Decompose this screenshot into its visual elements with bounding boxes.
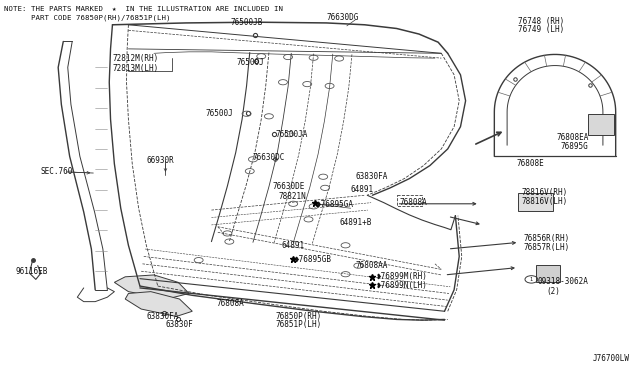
Polygon shape xyxy=(115,275,189,299)
Text: 76630DC: 76630DC xyxy=(253,153,285,161)
Text: 76748 (RH): 76748 (RH) xyxy=(518,17,564,26)
Text: 76851P(LH): 76851P(LH) xyxy=(275,321,321,330)
Text: 66930R: 66930R xyxy=(147,156,174,165)
Text: 63830F: 63830F xyxy=(166,321,193,330)
FancyBboxPatch shape xyxy=(536,264,560,282)
Text: 76749 (LH): 76749 (LH) xyxy=(518,25,564,34)
Text: 76895G: 76895G xyxy=(560,142,588,151)
Text: 76857R(LH): 76857R(LH) xyxy=(523,243,570,251)
Text: 09318-3062A: 09318-3062A xyxy=(537,277,588,286)
Text: 76500J: 76500J xyxy=(237,58,265,67)
Text: (2): (2) xyxy=(546,287,560,296)
Text: ❥76899M(RH): ❥76899M(RH) xyxy=(376,272,427,281)
Text: SEC.760: SEC.760 xyxy=(41,167,74,176)
Text: 76500JB: 76500JB xyxy=(230,19,263,28)
Text: 63830FA: 63830FA xyxy=(147,312,179,321)
Text: 76500JA: 76500JA xyxy=(275,130,308,140)
Text: 1: 1 xyxy=(530,277,533,282)
Text: 63830FA: 63830FA xyxy=(355,172,387,181)
Text: ❥76895GA: ❥76895GA xyxy=(317,199,354,208)
Text: 78821N: 78821N xyxy=(278,192,307,201)
Text: 72812M(RH): 72812M(RH) xyxy=(113,54,159,62)
Text: 76630DE: 76630DE xyxy=(272,182,305,190)
Text: 76808A: 76808A xyxy=(216,299,244,308)
Text: 76500J: 76500J xyxy=(205,109,233,118)
Text: 78816V(LH): 78816V(LH) xyxy=(521,197,568,206)
Text: 76850P(RH): 76850P(RH) xyxy=(275,312,321,321)
Text: ❥76895GB: ❥76895GB xyxy=(294,255,332,264)
Text: 76856R(RH): 76856R(RH) xyxy=(523,234,570,243)
Text: 76630DG: 76630DG xyxy=(326,13,359,22)
Text: 76808A: 76808A xyxy=(400,198,428,207)
Text: PART CODE 76850P(RH)/76851P(LH): PART CODE 76850P(RH)/76851P(LH) xyxy=(4,15,170,21)
Polygon shape xyxy=(125,292,192,317)
Text: J76700LW: J76700LW xyxy=(593,354,630,363)
Text: ❥76899N(LH): ❥76899N(LH) xyxy=(376,281,427,290)
Text: 76808E: 76808E xyxy=(516,159,545,168)
FancyBboxPatch shape xyxy=(588,115,614,135)
Text: 76808AA: 76808AA xyxy=(355,261,387,270)
Text: 64891+B: 64891+B xyxy=(339,218,372,227)
Text: 64891: 64891 xyxy=(351,185,374,194)
Text: 96116EB: 96116EB xyxy=(15,267,48,276)
Text: 78816V(RH): 78816V(RH) xyxy=(521,188,568,197)
Text: NOTE: THE PARTS MARKED  ★  IN THE ILLUSTRATION ARE INCLUDED IN: NOTE: THE PARTS MARKED ★ IN THE ILLUSTRA… xyxy=(4,6,283,12)
Text: 76808EA: 76808EA xyxy=(556,133,589,142)
FancyBboxPatch shape xyxy=(518,193,553,211)
Text: 72813M(LH): 72813M(LH) xyxy=(113,64,159,73)
Text: 64891: 64891 xyxy=(282,241,305,250)
